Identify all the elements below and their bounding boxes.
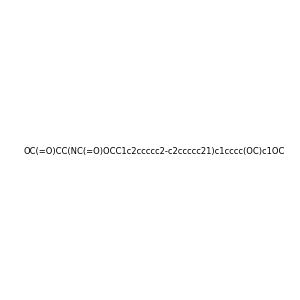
Text: OC(=O)CC(NC(=O)OCC1c2ccccc2-c2ccccc21)c1cccc(OC)c1OC: OC(=O)CC(NC(=O)OCC1c2ccccc2-c2ccccc21)c1… xyxy=(23,147,284,156)
